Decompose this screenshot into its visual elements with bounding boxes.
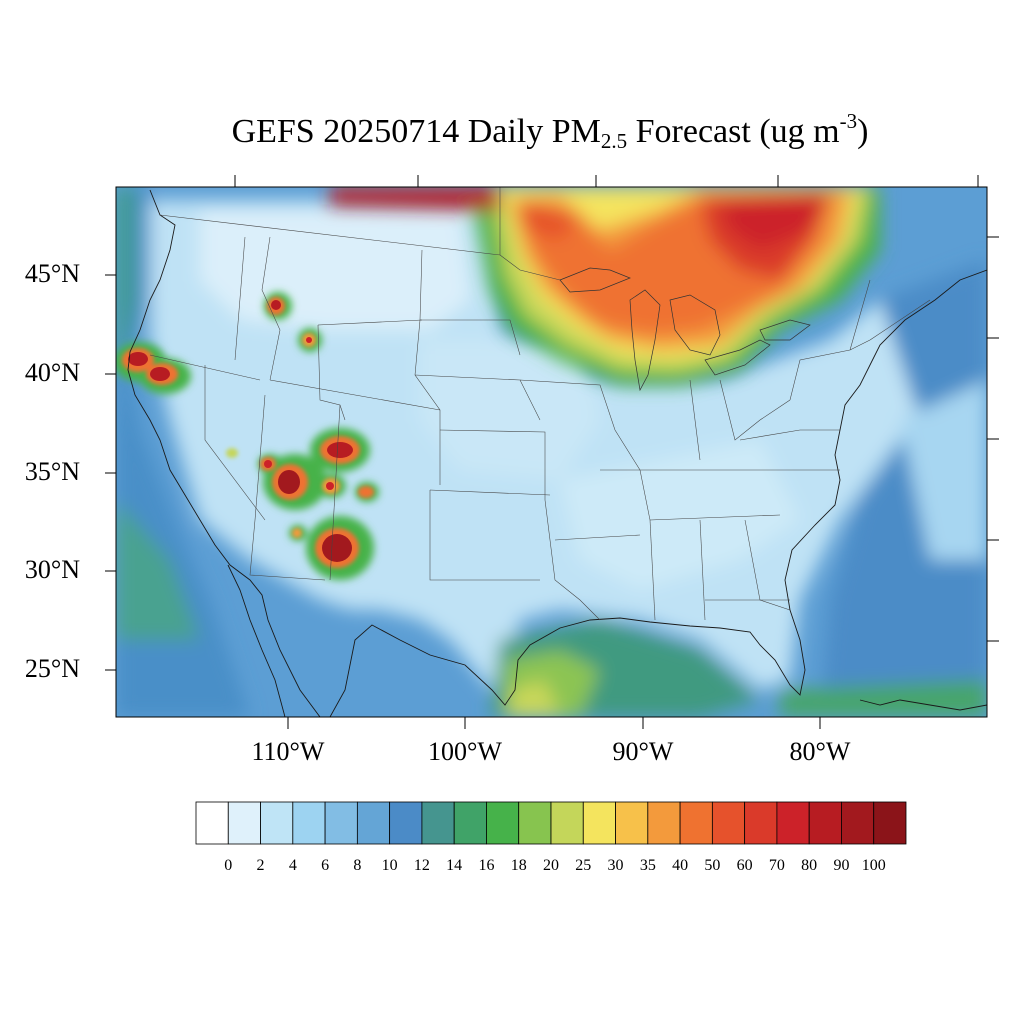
colorbar-swatch <box>776 801 810 845</box>
lat-label-45: 45°N <box>24 259 80 288</box>
colorbar-swatch <box>421 801 455 845</box>
colorbar-swatch <box>679 801 713 845</box>
lon-label-90w: 90°W <box>612 737 674 766</box>
colorbar-swatch <box>711 801 746 845</box>
colorbar-label: 6 <box>321 857 330 874</box>
colorbar-label: 18 <box>510 857 527 874</box>
colorbar-swatch <box>744 801 778 845</box>
title-superscript: -3 <box>839 109 858 133</box>
lat-label-40: 40°N <box>24 358 80 387</box>
colorbar-swatch <box>486 801 520 845</box>
colorbar-label: 8 <box>353 857 362 874</box>
colorbar-label: 90 <box>833 857 850 874</box>
coastlines <box>127 189 987 717</box>
lon-label-110w: 110°W <box>251 737 325 766</box>
lat-label-35: 35°N <box>24 457 80 486</box>
colorbar-swatch <box>195 801 229 845</box>
colorbar-swatch <box>292 801 326 845</box>
smoke-plume <box>330 187 880 385</box>
colorbar-swatch <box>389 801 423 845</box>
colorbar-swatch <box>841 801 875 845</box>
colorbar-label: 80 <box>801 857 818 874</box>
map-frame <box>115 186 988 718</box>
axis-ticks <box>105 175 999 729</box>
colorbar-swatch <box>808 801 842 845</box>
colorbar-label: 60 <box>736 857 753 874</box>
lon-label-100w: 100°W <box>428 737 502 766</box>
lat-label-30: 30°N <box>24 555 80 584</box>
title-subscript: 2.5 <box>600 129 628 153</box>
colorbar-label: 20 <box>543 857 559 874</box>
title-middle: Forecast (ug m <box>627 113 840 150</box>
colorbar-swatch <box>873 801 907 845</box>
concentration-field <box>116 187 987 717</box>
colorbar-label: 14 <box>446 857 463 874</box>
colorbar-label: 16 <box>478 857 495 874</box>
colorbar-swatch <box>356 801 391 845</box>
colorbar-label: 30 <box>607 857 624 874</box>
colorbar-label: 70 <box>768 857 785 874</box>
colorbar-swatch <box>647 801 681 845</box>
title-end: ) <box>857 113 869 150</box>
colorbar-label: 10 <box>381 857 398 874</box>
colorbar-label: 100 <box>861 857 886 874</box>
colorbar-label: 50 <box>704 857 721 874</box>
state-borders <box>149 187 931 621</box>
colorbar-label: 4 <box>288 857 297 874</box>
colorbar-swatch <box>324 801 358 845</box>
title-main: GEFS 20250714 Daily PM <box>231 113 601 150</box>
colorbar-swatch <box>615 801 649 845</box>
colorbar-label: 35 <box>639 857 656 874</box>
colorbar-swatch <box>582 801 616 845</box>
lon-label-80w: 80°W <box>789 737 851 766</box>
colorbar-label: 2 <box>256 857 265 874</box>
colorbar-label: 25 <box>575 857 592 874</box>
colorbar-label: 12 <box>413 857 430 874</box>
colorbar-swatch <box>227 801 261 845</box>
great-lakes <box>559 267 811 392</box>
colorbar-swatch <box>260 801 294 845</box>
colorbar-label: 0 <box>224 857 233 874</box>
colorbar-swatch <box>550 801 584 845</box>
colorbar-swatch <box>518 801 552 845</box>
chart-title: GEFS 20250714 Daily PM2.5 Forecast (ug m… <box>0 111 1024 153</box>
colorbar-label: 40 <box>672 857 689 874</box>
colorbar-swatch <box>453 801 487 845</box>
lat-label-25: 25°N <box>24 654 80 683</box>
colorbar <box>195 801 907 845</box>
